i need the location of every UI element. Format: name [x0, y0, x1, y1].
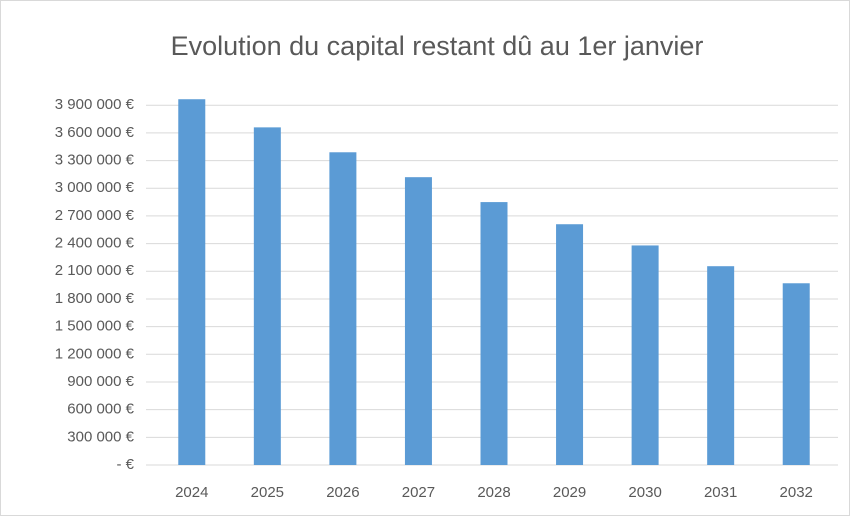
- bar: [404, 177, 432, 465]
- y-tick-label: 300 000 €: [67, 428, 134, 445]
- chart-title: Evolution du capital restant dû au 1er j…: [171, 31, 704, 61]
- x-tick-label: 2027: [402, 484, 435, 501]
- x-tick-label: 2024: [175, 484, 208, 501]
- y-tick-label: 3 600 000 €: [55, 124, 135, 141]
- x-tick-label: 2032: [780, 484, 813, 501]
- x-tick-label: 2028: [477, 484, 510, 501]
- bar: [631, 245, 659, 465]
- y-tick-label: 3 900 000 €: [55, 96, 135, 113]
- y-tick-label: 2 100 000 €: [55, 262, 135, 279]
- x-tick-label: 2030: [628, 484, 661, 501]
- x-tick-label: 2031: [704, 484, 737, 501]
- y-tick-label: 3 300 000 €: [55, 152, 135, 169]
- bar: [253, 127, 281, 466]
- bar: [782, 283, 810, 465]
- x-tick-label: 2025: [251, 484, 284, 501]
- y-tick-label: 3 000 000 €: [55, 179, 135, 196]
- bar: [178, 99, 206, 465]
- y-tick-label: 600 000 €: [67, 401, 134, 418]
- bar: [329, 152, 357, 465]
- x-tick-label: 2029: [553, 484, 586, 501]
- bar: [480, 202, 508, 465]
- y-tick-label: 1 800 000 €: [55, 290, 135, 307]
- y-tick-label: 2 700 000 €: [55, 207, 135, 224]
- x-tick-label: 2026: [326, 484, 359, 501]
- y-tick-label: 1 500 000 €: [55, 318, 135, 335]
- y-tick-label: - €: [116, 456, 134, 473]
- y-tick-label: 1 200 000 €: [55, 345, 135, 362]
- y-tick-label: 900 000 €: [67, 373, 134, 390]
- bar: [556, 224, 584, 465]
- y-tick-label: 2 400 000 €: [55, 235, 135, 252]
- bar: [707, 266, 735, 465]
